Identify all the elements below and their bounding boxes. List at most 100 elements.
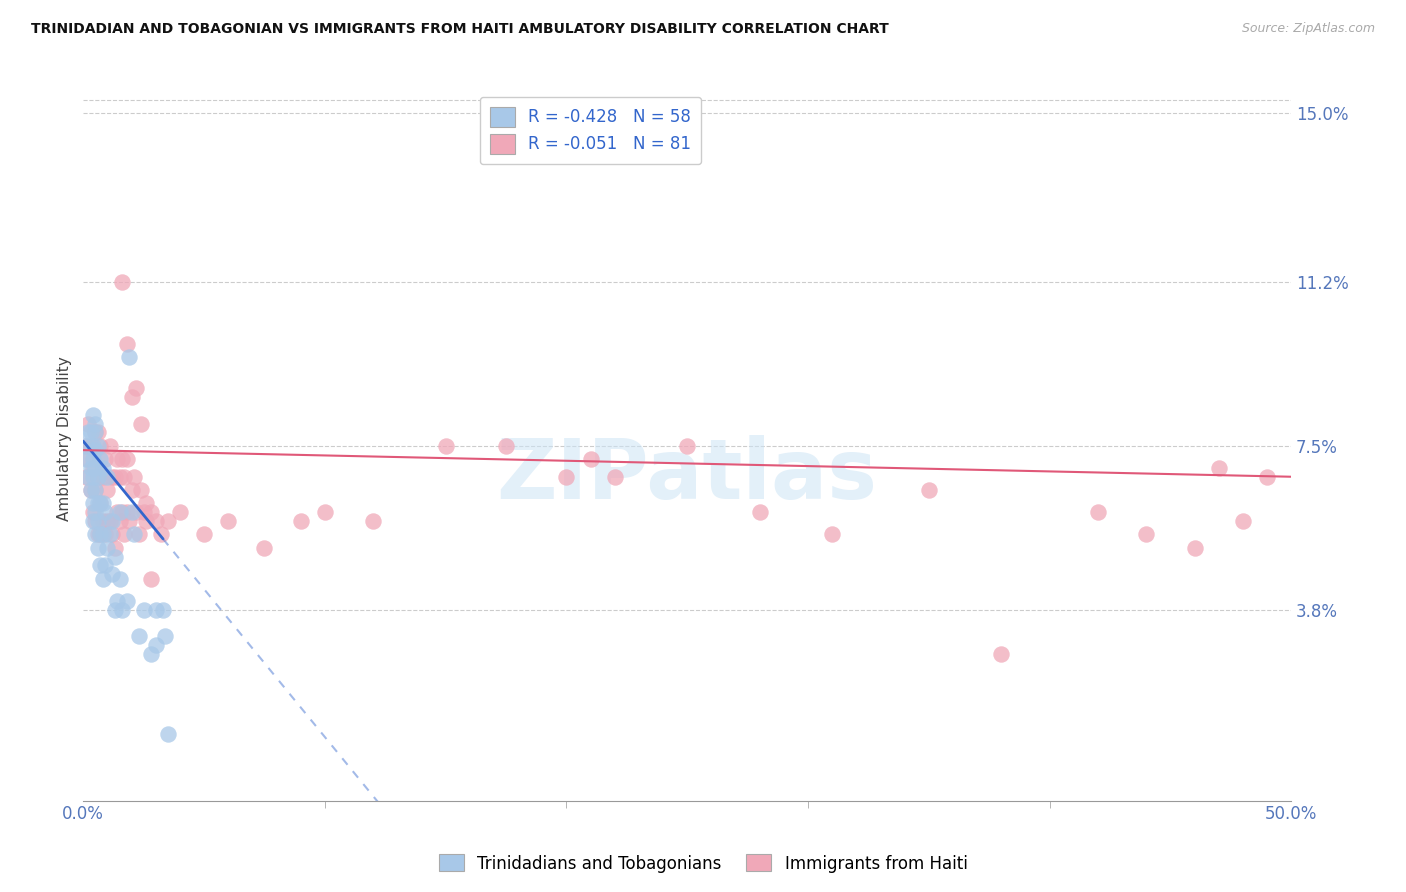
- Point: [101, 469, 124, 483]
- Point: [91, 514, 114, 528]
- Point: [193, 527, 215, 541]
- Point: [89, 496, 111, 510]
- Point: [495, 439, 517, 453]
- Legend: Trinidadians and Tobagonians, Immigrants from Haiti: Trinidadians and Tobagonians, Immigrants…: [432, 847, 974, 880]
- Point: [152, 603, 174, 617]
- Point: [84, 527, 107, 541]
- Point: [96, 469, 118, 483]
- Point: [676, 439, 699, 453]
- Point: [94, 527, 117, 541]
- Point: [84, 425, 107, 440]
- Point: [77, 417, 100, 431]
- Text: TRINIDADIAN AND TOBAGONIAN VS IMMIGRANTS FROM HAITI AMBULATORY DISABILITY CORREL: TRINIDADIAN AND TOBAGONIAN VS IMMIGRANTS…: [31, 22, 889, 37]
- Legend: R = -0.428   N = 58, R = -0.051   N = 81: R = -0.428 N = 58, R = -0.051 N = 81: [479, 96, 702, 164]
- Point: [1232, 514, 1254, 528]
- Point: [111, 452, 134, 467]
- Point: [135, 514, 157, 528]
- Point: [121, 505, 143, 519]
- Point: [79, 483, 101, 497]
- Point: [104, 469, 127, 483]
- Point: [94, 505, 117, 519]
- Point: [75, 439, 97, 453]
- Point: [75, 452, 97, 467]
- Point: [125, 381, 148, 395]
- Point: [129, 417, 152, 431]
- Point: [111, 275, 134, 289]
- Point: [748, 505, 770, 519]
- Point: [115, 505, 138, 519]
- Point: [84, 461, 107, 475]
- Point: [149, 527, 172, 541]
- Point: [156, 727, 179, 741]
- Point: [87, 496, 110, 510]
- Point: [145, 514, 167, 528]
- Point: [217, 514, 239, 528]
- Point: [82, 496, 104, 510]
- Y-axis label: Ambulatory Disability: Ambulatory Disability: [58, 357, 72, 522]
- Point: [434, 439, 457, 453]
- Point: [89, 452, 111, 467]
- Point: [121, 483, 143, 497]
- Point: [290, 514, 312, 528]
- Point: [82, 452, 104, 467]
- Point: [82, 408, 104, 422]
- Point: [89, 527, 111, 541]
- Point: [115, 336, 138, 351]
- Point: [169, 505, 191, 519]
- Point: [79, 439, 101, 453]
- Point: [87, 527, 110, 541]
- Point: [314, 505, 336, 519]
- Point: [108, 514, 131, 528]
- Point: [89, 558, 111, 573]
- Point: [105, 452, 128, 467]
- Point: [108, 505, 131, 519]
- Point: [111, 505, 134, 519]
- Point: [105, 505, 128, 519]
- Point: [918, 483, 941, 497]
- Point: [82, 439, 104, 453]
- Point: [115, 594, 138, 608]
- Point: [104, 603, 127, 617]
- Point: [361, 514, 384, 528]
- Point: [98, 514, 121, 528]
- Point: [1087, 505, 1109, 519]
- Point: [145, 603, 167, 617]
- Text: ZIPatlas: ZIPatlas: [496, 434, 877, 516]
- Point: [115, 452, 138, 467]
- Point: [1256, 469, 1278, 483]
- Point: [91, 572, 114, 586]
- Point: [129, 483, 152, 497]
- Point: [128, 527, 150, 541]
- Point: [139, 572, 162, 586]
- Point: [75, 439, 97, 453]
- Point: [132, 505, 155, 519]
- Point: [84, 425, 107, 440]
- Point: [121, 390, 143, 404]
- Point: [98, 527, 121, 541]
- Point: [87, 439, 110, 453]
- Point: [1208, 461, 1230, 475]
- Point: [75, 469, 97, 483]
- Point: [84, 505, 107, 519]
- Point: [77, 469, 100, 483]
- Point: [603, 469, 626, 483]
- Point: [101, 514, 124, 528]
- Point: [94, 558, 117, 573]
- Point: [122, 469, 145, 483]
- Point: [96, 541, 118, 555]
- Point: [1135, 527, 1157, 541]
- Point: [98, 439, 121, 453]
- Point: [128, 630, 150, 644]
- Point: [91, 527, 114, 541]
- Point: [79, 425, 101, 440]
- Point: [84, 417, 107, 431]
- Point: [125, 505, 148, 519]
- Point: [555, 469, 578, 483]
- Point: [108, 572, 131, 586]
- Point: [135, 496, 157, 510]
- Point: [77, 425, 100, 440]
- Point: [111, 603, 134, 617]
- Point: [87, 425, 110, 440]
- Point: [84, 483, 107, 497]
- Point: [579, 452, 602, 467]
